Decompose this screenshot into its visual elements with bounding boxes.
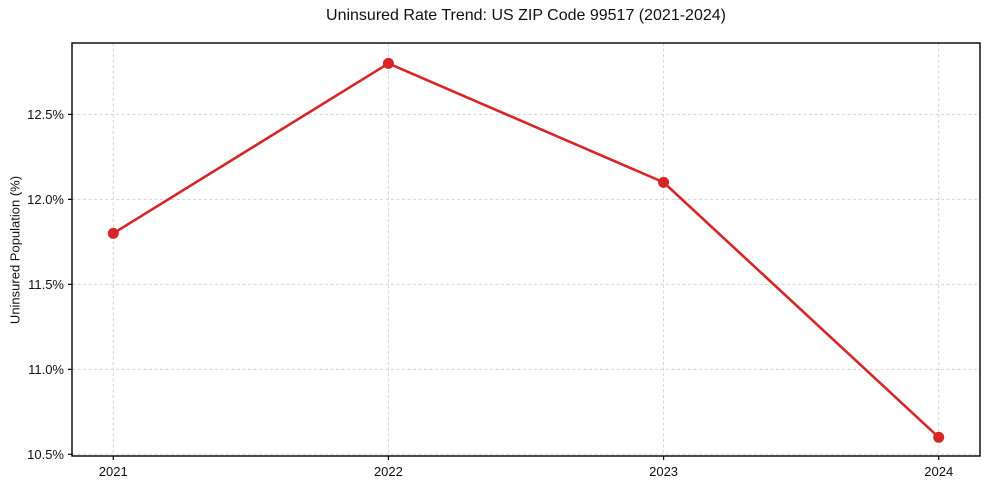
data-point — [107, 227, 119, 239]
y-tick-label: 10.5% — [27, 447, 64, 462]
y-tick-label: 12.5% — [27, 107, 64, 122]
plot-border — [71, 42, 981, 457]
x-tick-label: 2023 — [649, 464, 678, 479]
data-point — [382, 57, 394, 69]
data-point — [933, 431, 945, 443]
data-point — [658, 176, 670, 188]
chart-title: Uninsured Rate Trend: US ZIP Code 99517 … — [326, 7, 726, 24]
x-tick-label: 2024 — [924, 464, 953, 479]
x-tick-label: 2022 — [374, 464, 403, 479]
y-tick-label: 11.5% — [28, 277, 64, 292]
y-tick-label: 12.0% — [27, 192, 64, 207]
trend-line — [111, 62, 941, 439]
x-tick-label: 2021 — [99, 464, 128, 479]
y-tick-label: 11.0% — [28, 362, 64, 377]
